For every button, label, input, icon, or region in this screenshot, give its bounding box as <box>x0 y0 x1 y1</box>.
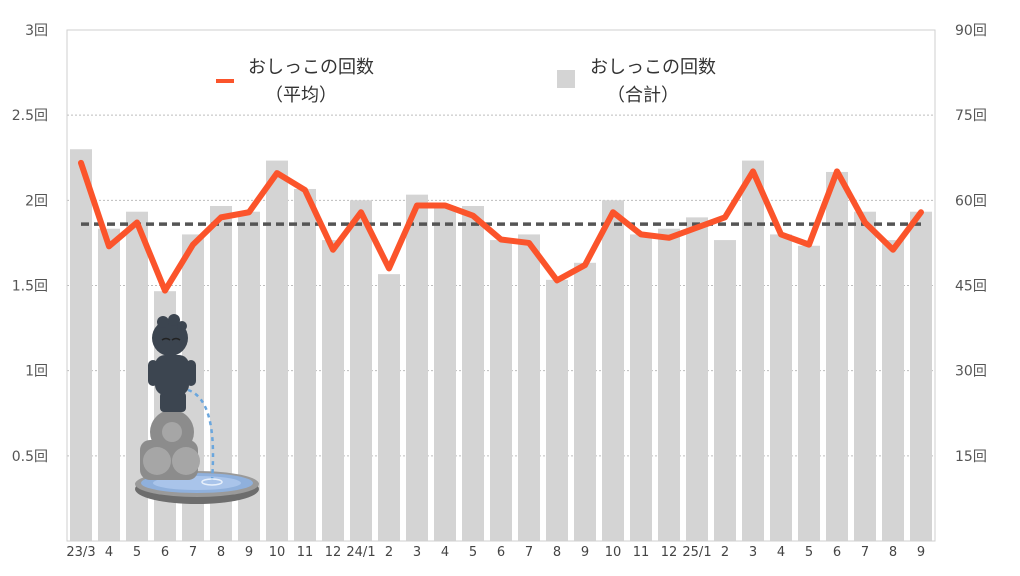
bar <box>98 228 120 541</box>
y-left-tick-label: 2回 <box>25 193 48 209</box>
bar <box>630 234 652 541</box>
x-tick-label: 5 <box>133 545 141 560</box>
y-left-tick-label: 1.5回 <box>12 279 48 295</box>
line-series <box>78 159 924 294</box>
x-tick-label: 5 <box>805 545 813 560</box>
legend-line-swatch <box>216 79 234 83</box>
bar <box>462 206 484 541</box>
bar-series <box>70 149 932 542</box>
x-tick-label: 8 <box>217 545 225 560</box>
x-tick-label: 2 <box>721 545 729 560</box>
x-tick-label: 7 <box>525 545 533 560</box>
bar <box>266 160 288 542</box>
x-tick-label: 4 <box>441 545 449 560</box>
x-tick-label: 6 <box>161 545 169 560</box>
x-tick-label: 8 <box>889 545 897 560</box>
x-tick-label: 2 <box>385 545 393 560</box>
legend-bar-label-1: おしっこの回数 <box>590 57 716 78</box>
x-tick-label: 4 <box>105 545 113 560</box>
y-left-tick-label: 2.5回 <box>12 108 48 124</box>
bar <box>854 211 876 541</box>
x-tick-label: 5 <box>469 545 477 560</box>
x-tick-label: 8 <box>553 545 561 560</box>
bar <box>770 234 792 541</box>
y-left-tick-label: 0.5回 <box>12 449 48 465</box>
bar <box>658 228 680 541</box>
bar <box>686 217 708 541</box>
y-right-tick-label: 45回 <box>955 279 987 295</box>
x-tick-label: 24/1 <box>346 545 375 560</box>
bar <box>882 240 904 542</box>
x-tick-label: 11 <box>297 545 314 560</box>
bar <box>602 200 624 542</box>
average-line <box>78 159 924 294</box>
x-tick-label: 25/1 <box>682 545 711 560</box>
x-tick-label: 6 <box>833 545 841 560</box>
legend: おしっこの回数 （平均） おしっこの回数 （合計） <box>216 57 716 106</box>
bar <box>798 245 820 541</box>
y-left-tick-label: 1回 <box>25 364 48 380</box>
bar <box>714 240 736 542</box>
x-tick-label: 23/3 <box>66 545 95 560</box>
x-tick-label: 10 <box>605 545 622 560</box>
bar <box>910 211 932 541</box>
x-tick-label: 12 <box>325 545 342 560</box>
plot-frame <box>66 29 936 542</box>
bar <box>546 279 568 541</box>
bar <box>350 200 372 542</box>
bar <box>210 206 232 541</box>
x-tick-label: 9 <box>581 545 589 560</box>
bar <box>518 234 540 541</box>
legend-line-label-1: おしっこの回数 <box>248 57 374 78</box>
bar <box>490 240 512 542</box>
bar <box>434 206 456 541</box>
bar <box>574 262 596 541</box>
x-tick-label: 9 <box>245 545 253 560</box>
y-right-tick-label: 90回 <box>955 23 987 39</box>
bar <box>826 171 848 541</box>
x-tick-label: 7 <box>861 545 869 560</box>
y-right-tick-label: 30回 <box>955 364 987 380</box>
axes: 0.5回 1回 1.5回 2回 2.5回 3回 15回 30回 45回 60回 75回 90回 23/3… <box>12 23 987 560</box>
legend-bar-label-2: （合計） <box>607 85 679 106</box>
legend-bar-swatch <box>557 70 575 88</box>
x-tick-label: 3 <box>413 545 421 560</box>
x-tick-label: 4 <box>777 545 785 560</box>
bar <box>238 211 260 541</box>
bar <box>742 160 764 542</box>
y-right-tick-label: 60回 <box>955 193 987 209</box>
y-right-tick-label: 15回 <box>955 449 987 465</box>
bar <box>378 274 400 541</box>
bar <box>406 194 428 541</box>
x-tick-label: 12 <box>661 545 678 560</box>
x-tick-label: 11 <box>633 545 650 560</box>
legend-line-label-2: （平均） <box>265 85 337 106</box>
x-tick-label: 3 <box>749 545 757 560</box>
bar <box>322 240 344 542</box>
manneken-pis-fountain-illustration <box>135 314 259 504</box>
x-tick-label: 10 <box>269 545 286 560</box>
bar <box>70 149 92 541</box>
x-tick-label: 6 <box>497 545 505 560</box>
y-left-tick-label: 3回 <box>25 23 48 39</box>
bar <box>294 188 316 541</box>
y-right-tick-label: 75回 <box>955 108 987 124</box>
x-tick-label: 7 <box>189 545 197 560</box>
x-tick-label: 9 <box>917 545 925 560</box>
